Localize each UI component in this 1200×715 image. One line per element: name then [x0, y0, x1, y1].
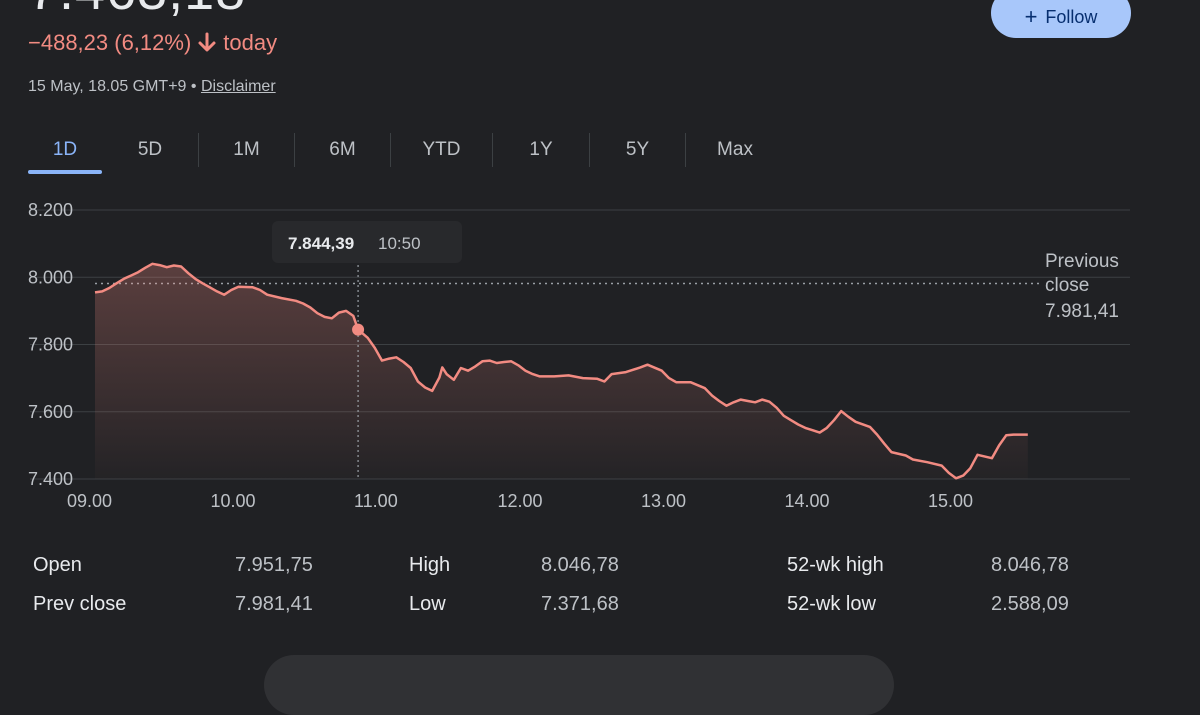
arrow-down-icon — [197, 32, 217, 54]
tab-divider — [492, 133, 493, 167]
tooltip-background — [272, 221, 462, 263]
tooltip: 7.844,39 10:50 — [272, 221, 462, 263]
tab-divider — [390, 133, 391, 167]
meta-separator: • — [190, 78, 197, 95]
previous-close-label: Previous close 7.981,41 — [1045, 251, 1119, 322]
follow-label: Follow — [1045, 6, 1098, 27]
tooltip-time: 10:50 — [378, 234, 421, 253]
time-range-tabs: 1D 5D 1M 6M YTD 1Y 5Y Max — [28, 128, 784, 174]
stat-label-52wk-low: 52-wk low — [787, 593, 876, 615]
timestamp: 15 May, 18.05 GMT+9 — [28, 78, 187, 95]
stat-label-52wk-high: 52-wk high — [787, 554, 884, 576]
stat-value-open: 7.951,75 — [235, 554, 313, 576]
y-tick-label: 8.000 — [28, 267, 73, 287]
x-tick-label: 14.00 — [785, 491, 830, 511]
x-tick-label: 10.00 — [211, 491, 256, 511]
tab-divider — [294, 133, 295, 167]
plus-icon: + — [1024, 4, 1038, 29]
stat-value-52wk-low: 2.588,09 — [991, 593, 1069, 615]
stat-value-52wk-high: 8.046,78 — [991, 554, 1069, 576]
tab-divider — [198, 133, 199, 167]
follow-button[interactable]: + Follow — [991, 0, 1131, 38]
x-tick-label: 13.00 — [641, 491, 686, 511]
x-axis: 09.00 10.00 11.00 12.00 13.00 14.00 15.00 — [67, 491, 973, 511]
tab-5y[interactable]: 5Y — [625, 139, 650, 160]
y-tick-label: 7.800 — [28, 335, 73, 355]
tooltip-value: 7.844,39 — [288, 234, 354, 253]
tab-5d[interactable]: 5D — [137, 139, 163, 160]
stat-label-open: Open — [33, 554, 82, 576]
hover-point — [352, 323, 365, 336]
price-chart[interactable]: 8.200 8.000 7.800 7.600 7.400 09.00 10.00 11.0… — [0, 195, 1200, 525]
price-area-fill — [95, 263, 1028, 479]
previous-close-label-line2: close — [1045, 275, 1089, 296]
x-tick-label: 15.00 — [928, 491, 973, 511]
previous-close-value: 7.981,41 — [1045, 301, 1119, 322]
price-change-value: −488,23 (6,12%) — [28, 30, 192, 55]
tab-1m[interactable]: 1M — [233, 139, 260, 160]
timestamp-line: 15 May, 18.05 GMT+9 • Disclaimer — [28, 78, 276, 96]
price-line — [94, 262, 1028, 480]
bottom-panel — [264, 655, 894, 715]
stat-label-low: Low — [409, 593, 446, 615]
x-tick-label: 09.00 — [67, 491, 112, 511]
disclaimer-link[interactable]: Disclaimer — [200, 78, 276, 95]
stat-label-prev-close: Prev close — [33, 593, 127, 615]
current-price: 7.463,18 — [28, 0, 246, 22]
y-tick-label: 7.600 — [28, 402, 73, 422]
tab-divider — [685, 133, 686, 167]
y-axis: 8.200 8.000 7.800 7.600 7.400 — [28, 200, 73, 489]
tab-max[interactable]: Max — [717, 139, 753, 160]
x-tick-label: 11.00 — [354, 491, 398, 511]
stat-value-high: 8.046,78 — [541, 554, 619, 576]
stat-label-high: High — [409, 554, 451, 576]
previous-close-label-line1: Previous — [1045, 251, 1119, 272]
tab-6m[interactable]: 6M — [329, 139, 356, 160]
tab-ytd[interactable]: YTD — [422, 139, 461, 160]
x-tick-label: 12.00 — [498, 491, 543, 511]
price-change-suffix: today — [223, 30, 278, 55]
price-change: −488,23 (6,12%) today — [28, 30, 277, 56]
stat-value-low: 7.371,68 — [541, 593, 619, 615]
tab-1d[interactable]: 1D — [28, 128, 102, 174]
y-tick-label: 8.200 — [28, 200, 73, 220]
tab-1y[interactable]: 1Y — [529, 139, 553, 160]
y-tick-label: 7.400 — [28, 469, 73, 489]
stat-value-prev-close: 7.981,41 — [235, 593, 313, 615]
tab-divider — [589, 133, 590, 167]
